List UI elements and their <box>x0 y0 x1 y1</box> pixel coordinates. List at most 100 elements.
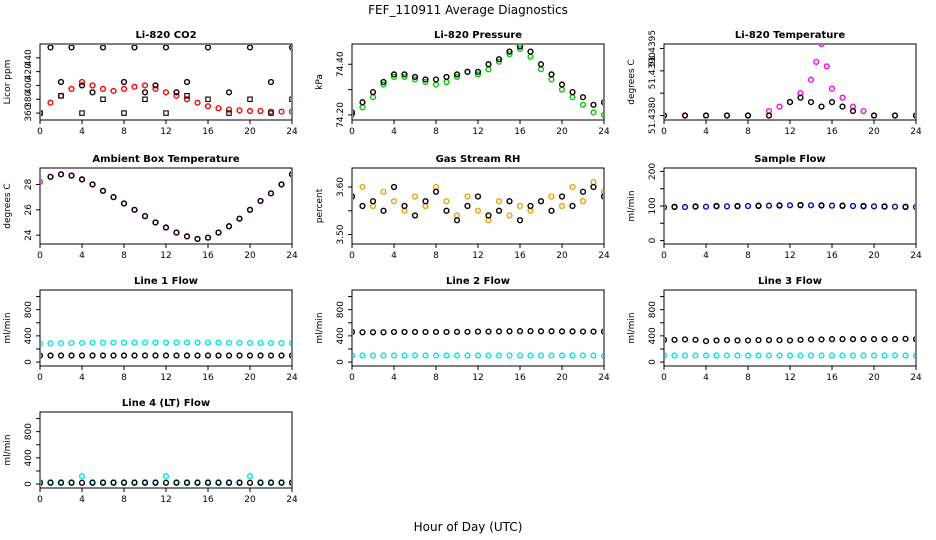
data-point <box>225 479 233 486</box>
x-tick-label: 24 <box>286 495 298 505</box>
data-point <box>432 188 440 195</box>
data-point <box>432 81 440 88</box>
data-point <box>755 337 762 344</box>
data-point <box>204 339 212 346</box>
data-point <box>78 479 86 486</box>
series-2 <box>353 45 603 116</box>
data-point <box>671 352 678 359</box>
data-point <box>765 112 773 119</box>
data-point <box>163 110 169 116</box>
data-point <box>204 234 212 241</box>
data-point <box>225 223 233 230</box>
x-tick-label: 8 <box>121 251 127 261</box>
data-point <box>474 207 482 214</box>
data-point <box>516 328 524 335</box>
panel-title: Ambient Box Temperature <box>92 154 239 165</box>
data-point <box>569 94 576 101</box>
panel-title: Line 1 Flow <box>134 276 198 287</box>
data-point <box>527 53 534 60</box>
panel-3: Li-820 Temperature degrees C 0 4 8 12 16 20 24 51… <box>627 30 922 137</box>
data-point <box>288 479 291 486</box>
panel-title: Li-820 CO2 <box>135 30 196 41</box>
plot-area <box>41 473 291 486</box>
data-point <box>353 352 356 359</box>
data-point <box>390 73 398 81</box>
x-tick-label: 0 <box>37 251 43 261</box>
data-point <box>289 96 291 103</box>
data-point <box>807 202 815 209</box>
plot-frame <box>39 411 293 489</box>
data-point <box>89 479 96 486</box>
series-2 <box>665 94 915 119</box>
data-point <box>485 61 492 68</box>
data-point <box>359 329 366 336</box>
data-point <box>57 352 65 359</box>
data-point <box>120 200 128 207</box>
data-point <box>278 181 285 188</box>
data-point <box>57 340 65 347</box>
data-point <box>548 193 555 200</box>
panel-10: Line 4 (LT) Flow ml/min 0 4 8 12 16 20 24 0 400 800 <box>3 398 298 505</box>
data-point <box>590 183 597 191</box>
y-tick-label: 74.40 <box>336 51 346 77</box>
data-point <box>548 76 555 83</box>
data-point <box>839 103 846 110</box>
x-tick-label: 12 <box>472 373 483 383</box>
plot-frame <box>351 43 605 121</box>
data-point <box>288 45 291 51</box>
data-point <box>89 339 96 346</box>
data-point <box>78 352 86 359</box>
x-tick-label: 8 <box>745 373 751 383</box>
data-point <box>89 352 96 359</box>
panel-2: Li-820 Pressure kPa 0 4 8 12 16 20 24 74.20 74.40 <box>315 30 610 137</box>
plot-frame <box>351 289 605 367</box>
y-axis-label: degrees C <box>627 59 637 104</box>
data-point <box>860 202 867 210</box>
x-tick-label: 0 <box>37 495 43 505</box>
data-point <box>849 107 857 115</box>
x-tick-label: 0 <box>661 251 667 261</box>
data-point <box>600 328 603 335</box>
y-axis-label: ml/min <box>627 190 637 221</box>
data-point <box>702 203 710 210</box>
data-point <box>246 473 254 480</box>
x-tick-label: 24 <box>286 251 298 261</box>
data-point <box>359 104 366 111</box>
y-tick-label: 24 <box>24 229 34 241</box>
x-tick-label: 20 <box>868 373 880 383</box>
y-tick-label: 360 <box>24 104 34 121</box>
data-point <box>579 101 587 108</box>
data-point <box>839 202 846 209</box>
data-point <box>152 219 159 226</box>
data-point <box>110 87 117 95</box>
data-point <box>173 89 180 96</box>
x-tick-label: 4 <box>391 127 397 137</box>
data-point <box>267 339 275 347</box>
data-point <box>881 336 888 343</box>
data-point <box>173 352 180 359</box>
data-point <box>141 89 149 96</box>
data-point <box>474 352 482 359</box>
data-point <box>443 328 450 336</box>
data-point <box>131 45 138 51</box>
data-point <box>68 45 75 51</box>
data-point <box>912 352 915 359</box>
data-point <box>860 107 867 115</box>
data-point <box>681 112 689 119</box>
data-point <box>495 198 503 205</box>
y-tick-label: 800 <box>336 301 346 318</box>
data-point <box>692 336 699 343</box>
data-point <box>870 336 878 343</box>
plot-frame <box>39 167 293 245</box>
x-tick-label: 4 <box>703 373 709 383</box>
data-point <box>78 78 86 86</box>
plot-frame <box>39 43 293 121</box>
data-point <box>681 352 689 359</box>
data-point <box>839 94 846 101</box>
data-point <box>579 188 587 195</box>
data-point <box>776 103 783 110</box>
data-point <box>569 202 576 210</box>
x-tick-label: 0 <box>349 127 355 137</box>
data-point <box>226 110 232 116</box>
